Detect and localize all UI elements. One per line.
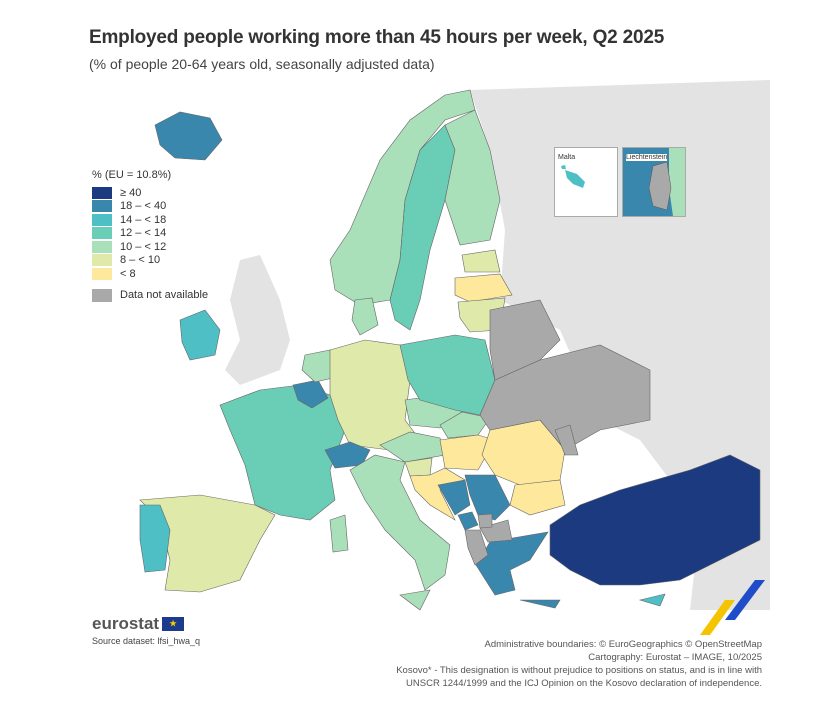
legend: % (EU = 10.8%) ≥ 40 18 – < 40 14 – < 18 12 … [92,169,208,302]
country-denmark [351,297,379,336]
country-north-macedonia [479,519,513,543]
legend-item-na: Data not available [92,288,209,302]
country-ireland [179,309,221,361]
country-bulgaria [509,479,566,516]
legend-swatch [92,227,112,240]
country-finland [444,109,501,246]
legend-item: 8 – < 10 [92,254,208,268]
map-title: Employed people working more than 45 hou… [89,27,665,48]
map-subtitle: (% of people 20-64 years old, seasonally… [89,56,435,72]
legend-label: 10 – < 12 [120,240,167,253]
country-croatia [409,467,466,521]
legend-item: ≥ 40 [92,186,208,200]
legend-label: 18 – < 40 [120,200,167,213]
legend-label: 8 – < 10 [120,254,161,267]
country-belarus [489,299,561,381]
legend-title: % (EU = 10.8%) [92,169,172,181]
country-greece [475,531,561,609]
legend-item: 18 – < 40 [92,200,208,214]
malta-shape [565,170,585,188]
country-bosnia-and-herzegovina [437,479,471,516]
country-sweden [389,124,456,331]
credit-line: Administrative boundaries: © EuroGeograp… [484,639,763,650]
legend-label: ≥ 40 [120,186,142,199]
legend-label: < 8 [120,267,136,280]
legend-label: Data not available [120,289,209,301]
country-switzerland [324,441,371,469]
country-estonia [461,249,501,273]
inset-liechtenstein: Liechtenstein [622,147,686,217]
legend-swatch [92,267,112,280]
legend-item: 14 – < 18 [92,213,208,227]
legend-label: 14 – < 18 [120,213,167,226]
inset-malta: Malta [554,147,618,217]
credit-line: Cartography: Eurostat – IMAGE, 10/2025 [588,652,762,663]
inset-label: Liechtenstein [626,154,668,161]
legend-swatch [92,288,112,302]
eurostat-ribbon-decoration [700,580,765,635]
legend-swatch [92,240,112,253]
country-portugal [139,504,171,573]
country-albania [464,529,489,566]
country-ukraine [479,344,651,451]
country-cyprus [638,593,666,607]
country-netherlands [301,349,334,383]
legend-item: < 8 [92,267,208,281]
legend-swatch [92,213,112,226]
country-iceland [154,111,223,161]
legend-swatch [92,186,112,199]
inset-label: Malta [558,154,576,161]
credit-line: Kosovo* - This designation is without pr… [396,665,762,676]
eurostat-logo: eurostat ★ [92,614,185,634]
credits: Administrative boundaries: © EuroGeograp… [396,638,762,690]
legend-item: 10 – < 12 [92,240,208,254]
legend-label: 12 – < 14 [120,227,167,240]
legend-swatch [92,200,112,213]
country-montenegro [457,511,479,531]
country-turkey [549,454,761,586]
country-latvia [454,273,513,303]
country-serbia [464,474,511,521]
credit-line: UNSCR 1244/1999 and the ICJ Opinion on t… [406,678,762,689]
country-kosovo [477,513,493,529]
country-slovakia [439,411,491,439]
legend-swatch [92,254,112,267]
source-note: Source dataset: lfsi_hwa_q [92,636,201,646]
united-kingdom [225,255,290,385]
country-italy [329,454,451,611]
legend-item: 12 – < 14 [92,227,208,241]
country-moldova [554,424,579,456]
